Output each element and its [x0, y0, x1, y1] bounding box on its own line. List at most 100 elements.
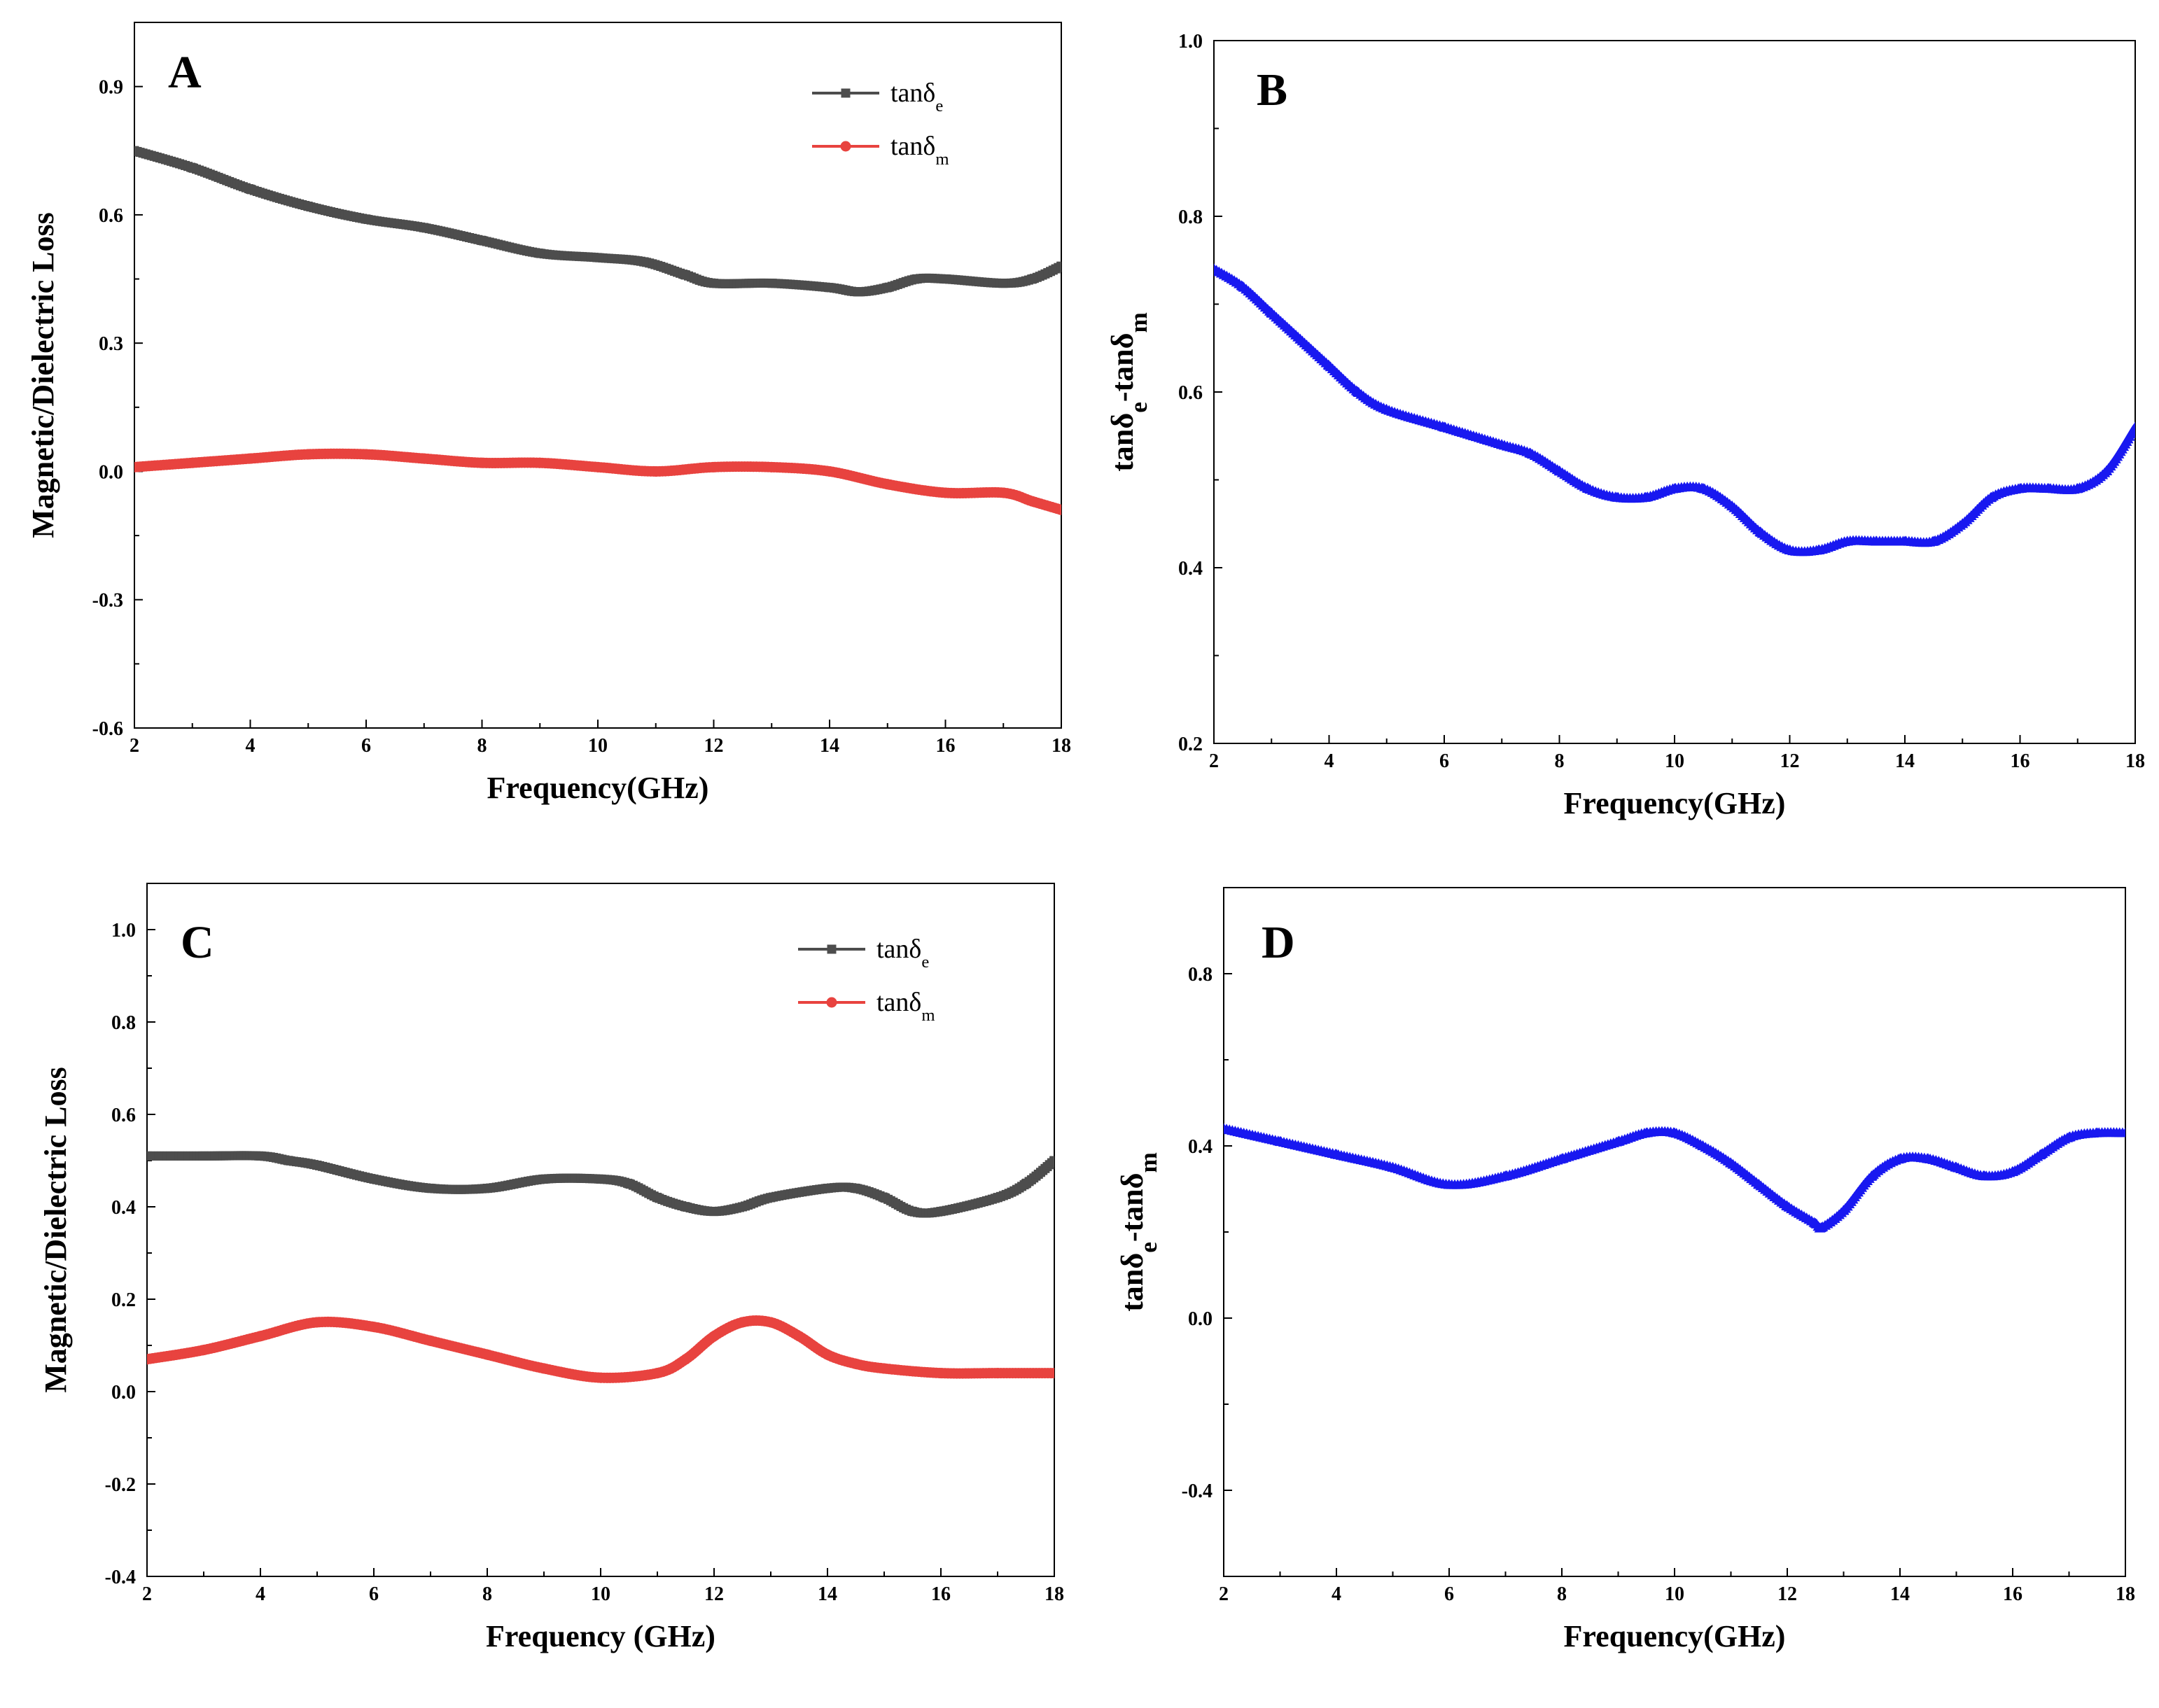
x-tick-label: 4	[246, 735, 256, 757]
data-point	[256, 1151, 265, 1161]
data-point	[650, 465, 662, 477]
data-point	[312, 1317, 323, 1328]
x-tick-label: 8	[1555, 750, 1565, 772]
data-point	[1894, 1153, 1906, 1163]
series-square	[147, 1151, 1054, 1218]
data-point	[1697, 1140, 1709, 1150]
data-point	[198, 1345, 209, 1356]
data-point	[1352, 386, 1364, 396]
data-point	[425, 1335, 436, 1346]
data-point	[851, 1358, 861, 1369]
data-point	[1815, 1222, 1827, 1232]
data-point	[1381, 404, 1392, 414]
x-tick-label: 16	[2011, 750, 2030, 772]
legend-label-subscript: m	[935, 150, 949, 169]
y-axis-title: Magnetic/Dielectric Loss	[26, 212, 60, 538]
y-tick-label: 0.2	[111, 1289, 136, 1311]
data-point	[737, 1317, 748, 1328]
legend: tanδe tanδm	[798, 934, 935, 1025]
data-point	[823, 1184, 832, 1194]
data-point	[1922, 1153, 1934, 1163]
data-point	[908, 1207, 917, 1217]
legend-label: tanδm	[876, 988, 935, 1025]
x-tick-label: 12	[1780, 750, 1800, 772]
y-axis-title: Magnetic/Dielectric Loss	[39, 1067, 73, 1393]
x-tick-label: 18	[2125, 750, 2145, 772]
data-point	[2035, 1149, 2047, 1159]
data-point	[1556, 1153, 1567, 1163]
data-point	[708, 1331, 720, 1342]
data-point	[794, 1331, 804, 1342]
x-tick-label: 2	[130, 735, 139, 757]
data-point	[940, 487, 951, 498]
data-point	[709, 279, 718, 288]
data-point	[1387, 1161, 1399, 1172]
legend-label-subscript: m	[921, 1006, 935, 1025]
y-tick-label: 0.9	[99, 77, 123, 99]
data-point	[1237, 281, 1249, 291]
data-point	[883, 283, 893, 293]
data-point	[368, 1322, 379, 1333]
series-circle	[147, 1315, 1054, 1383]
panel-b: 2 4 6 8 10 12 14 16 18 0.2 0.4 0.6 0.8 1.0 Frequency(G…	[1105, 31, 2145, 820]
data-point	[935, 1368, 946, 1379]
data-point	[2100, 465, 2112, 475]
data-point	[482, 1184, 492, 1194]
x-tick-label: 14	[1890, 1583, 1910, 1605]
y-axis-title-part: tanδ	[1105, 413, 1140, 472]
data-point	[255, 1331, 266, 1342]
x-tick-label: 12	[704, 735, 724, 757]
data-point	[1049, 1368, 1054, 1379]
x-tick-label: 4	[256, 1583, 265, 1605]
data-point	[853, 287, 863, 297]
data-point	[199, 1151, 209, 1161]
x-tick-label: 8	[482, 1583, 492, 1605]
data-point	[879, 1363, 890, 1374]
x-tick-label: 16	[936, 735, 956, 757]
data-point	[1439, 421, 1450, 432]
data-point	[998, 279, 1008, 288]
data-point	[595, 1372, 606, 1383]
data-point	[936, 1207, 946, 1217]
x-tick-label: 10	[1665, 750, 1684, 772]
data-point	[2063, 1131, 2075, 1142]
data-point	[1266, 307, 1278, 318]
data-point	[1021, 1179, 1030, 1189]
x-tick-label: 2	[1219, 1583, 1229, 1605]
data-point	[245, 453, 256, 464]
x-tick-label: 2	[1209, 750, 1219, 772]
data-point	[419, 453, 430, 464]
data-point	[134, 461, 140, 472]
data-point	[1950, 1161, 1962, 1172]
y-tick-label: 0.0	[111, 1382, 136, 1404]
x-tick-label: 18	[1044, 1583, 1064, 1605]
data-point	[765, 1317, 776, 1328]
data-point	[1582, 483, 1594, 493]
data-point	[911, 274, 921, 284]
legend-label: tanδe	[876, 934, 929, 972]
data-point	[639, 257, 649, 267]
y-axis-title-subscript: m	[1125, 312, 1152, 332]
data-point	[1553, 465, 1565, 475]
y-tick-label: 0.6	[111, 1105, 136, 1126]
data-point	[998, 487, 1009, 498]
data-point	[1838, 1205, 1850, 1215]
x-tick-label: 8	[1557, 1583, 1567, 1605]
data-point	[2120, 1127, 2125, 1138]
data-point	[1028, 274, 1037, 284]
data-point	[709, 1207, 719, 1217]
data-point	[1612, 1135, 1624, 1146]
y-tick-label: -0.2	[105, 1474, 136, 1496]
x-tick-label: 16	[931, 1583, 951, 1605]
data-point	[361, 214, 371, 224]
panel-label: C	[181, 917, 214, 968]
data-point	[538, 1363, 550, 1374]
y-tick-label: 0.3	[99, 333, 123, 355]
data-point	[766, 461, 777, 472]
data-point	[652, 1368, 663, 1379]
x-axis-title: Frequency (GHz)	[486, 1619, 715, 1653]
data-point	[1027, 496, 1038, 507]
y-tick-label: 0.6	[1178, 382, 1203, 404]
x-tick-label: 14	[1895, 750, 1915, 772]
